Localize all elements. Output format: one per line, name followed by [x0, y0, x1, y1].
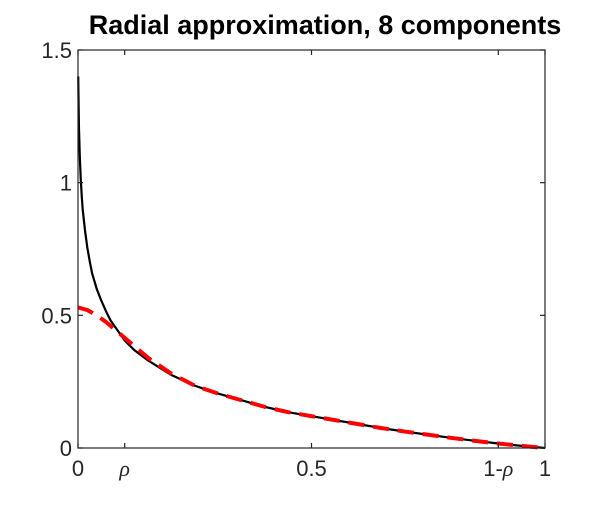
y-tick-label: 1.5 — [41, 38, 72, 63]
y-tick-label: 0.5 — [41, 303, 72, 328]
x-tick-label: 0 — [72, 456, 84, 481]
series-layer — [77, 76, 546, 450]
chart-title: Radial approximation, 8 components — [89, 10, 562, 40]
series-line-2 — [77, 305, 546, 450]
y-tick-label: 0 — [60, 436, 72, 461]
plot-area — [78, 50, 545, 448]
y-tick-label: 1 — [60, 171, 72, 196]
x-tick-label: 1 — [539, 456, 551, 481]
x-tick-label: 0.5 — [296, 456, 327, 481]
x-tick-label: 1-ρ — [483, 456, 513, 481]
ticks-layer: 0 ρ 0.5 1-ρ 1 0 0.5 1 1.5 — [41, 38, 551, 481]
plot-background — [78, 50, 545, 448]
x-tick-label: ρ — [118, 456, 130, 481]
